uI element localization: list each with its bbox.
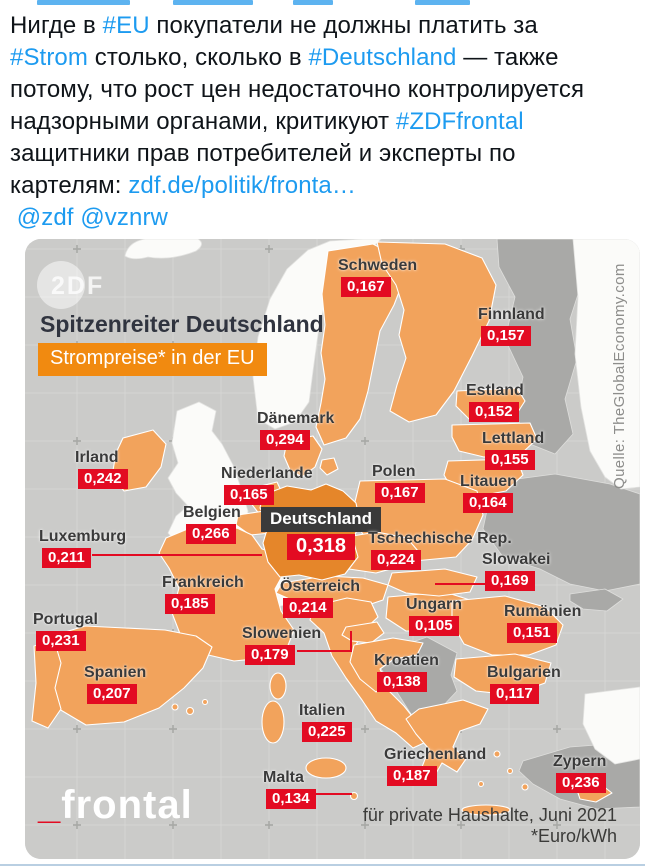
country-label-frankreich: Frankreich 0,185: [162, 574, 244, 614]
tweet-text-segment: надзорными органами, критикуют: [10, 108, 396, 135]
country-label-belgien: Belgien 0,266: [183, 504, 241, 544]
leader-line-slowenien-vertical: [350, 631, 352, 652]
map-source-credit: Quelle: TheGlobalEconomy.com: [611, 263, 628, 489]
balearic-island: [201, 698, 209, 706]
country-shape-slovakia: [387, 568, 478, 597]
tweet-text-segment: — также: [456, 44, 559, 71]
balearic-island: [171, 703, 179, 711]
balearic-island: [185, 706, 195, 716]
island-shape-top-left: [124, 239, 202, 260]
island-shape-sicily: [305, 757, 347, 779]
country-label-schweden: Schweden 0,167: [338, 257, 418, 297]
country-shape-greece: [405, 699, 489, 781]
country-shape-crimea: [569, 588, 624, 612]
clipped-text-line: [0, 0, 645, 7]
country-label-estland: Estland 0,152: [466, 382, 524, 422]
country-label-tschechische-rep: Tschechische Rep. 0,224: [368, 530, 512, 570]
leader-line-slowakei: [435, 583, 485, 585]
hashtag-eu[interactable]: #EU: [102, 12, 150, 39]
white-area-marmara: [582, 686, 640, 765]
tweet-line: #Strom столько, сколько в #Deutschland —…: [10, 42, 633, 74]
country-label-spanien: Spanien 0,207: [84, 664, 147, 704]
country-label-lettland: Lettland 0,155: [482, 430, 545, 470]
zdf-logo-icon: [37, 261, 85, 309]
tweet-line: надзорными органами, критикуют #ZDFfront…: [10, 106, 633, 138]
tweet-text-segment: Нигде в: [10, 12, 103, 39]
footnote-line-2: *Euro/kWh: [530, 826, 617, 846]
mention-vznrw[interactable]: @vznrw: [80, 204, 168, 231]
footnote-line-1: für private Haushalte, Juni 2021: [362, 805, 617, 825]
greek-island: [493, 750, 501, 758]
tweet-line: Нигде в #EU покупатели не должны платить…: [10, 10, 633, 42]
greek-island: [477, 780, 485, 788]
country-label-slowakei: Slowakei 0,169: [482, 551, 551, 591]
country-label-niederlande: Niederlande 0,165: [221, 465, 313, 505]
bottom-divider: [0, 864, 645, 866]
map-footnote: für private Haushalte, Juni 2021 *Euro/k…: [363, 805, 617, 847]
country-label-litauen: Litauen 0,164: [460, 473, 517, 513]
leader-line-luxemburg: [92, 554, 262, 556]
tweet-line: потому, что рост цен недостаточно контро…: [10, 74, 633, 106]
country-label-kroatien: Kroatien 0,138: [374, 652, 439, 692]
country-label-rumaenien: Rumänien 0,151: [504, 603, 582, 643]
leader-line-slowenien: [297, 650, 352, 652]
map-subtitle: Strompreise* in der EU: [38, 343, 267, 376]
country-label-ungarn: Ungarn 0,105: [406, 596, 462, 636]
island-shape-crete: [461, 804, 511, 816]
country-shape-finland: [376, 241, 497, 423]
country-label-slowenien: Slowenien 0,179: [242, 625, 322, 665]
island-shape-corsica: [269, 672, 287, 700]
arctic-white-area: [572, 239, 640, 490]
tweet-text-segment: потому, что рост цен недостаточно контро…: [10, 76, 585, 103]
hashtag-deutschland[interactable]: #Deutschland: [308, 44, 457, 71]
hashtag-zdffrontal[interactable]: #ZDFfrontal: [395, 108, 524, 135]
tweet-text: Нигде в #EU покупатели не должны платить…: [0, 0, 645, 234]
country-label-zypern: Zypern 0,236: [553, 753, 607, 793]
electricity-price-map-image[interactable]: 2DF Spitzenreiter Deutschland Strompreis…: [25, 239, 640, 859]
country-label-griechenland: Griechenland 0,187: [384, 746, 487, 786]
country-label-deutschland: Deutschland 0,318: [261, 507, 382, 560]
country-label-irland: Irland 0,242: [75, 449, 128, 489]
tweet-text-segment: картелям:: [10, 172, 129, 199]
leader-line-malta: [315, 793, 352, 795]
country-shape-ukraine-belarus: [479, 473, 640, 592]
hashtag-strom[interactable]: #Strom: [10, 44, 88, 71]
country-shape-croatia: [349, 637, 424, 693]
greek-island: [521, 783, 529, 791]
frontal-logo-text: frontal: [61, 783, 193, 827]
tweet-line: картелям: zdf.de/politik/fronta…: [10, 170, 633, 202]
country-label-daenemark: Dänemark 0,294: [257, 410, 335, 450]
mention-zdf[interactable]: @zdf: [16, 204, 74, 231]
country-label-finnland: Finnland 0,157: [478, 306, 545, 346]
country-shape-malta: [349, 791, 359, 801]
country-label-bulgarien: Bulgarien 0,117: [487, 664, 561, 704]
tweet-line: защитники прав потребителей и эксперты п…: [10, 138, 633, 170]
frontal-logo: _frontal: [38, 783, 193, 828]
country-label-luxemburg: Luxemburg 0,211: [39, 528, 127, 568]
zdf-logo-watermark: 2DF: [51, 272, 105, 300]
tweet-line: @zdf @vznrw: [10, 202, 633, 234]
country-label-portugal: Portugal 0,231: [33, 611, 98, 651]
country-label-polen: Polen 0,167: [372, 463, 425, 503]
map-title: Spitzenreiter Deutschland: [40, 311, 324, 337]
greek-island: [506, 767, 514, 775]
link-zdf-article[interactable]: zdf.de/politik/fronta…: [128, 172, 356, 199]
island-shape-sardinia: [261, 700, 285, 744]
country-shape-denmark-islands: [319, 457, 339, 476]
country-label-malta: Malta 0,134: [263, 769, 316, 809]
tweet-text-segment: защитники прав потребителей и эксперты п…: [10, 140, 516, 167]
frontal-logo-underscore: _: [38, 783, 62, 827]
tweet-text-segment: покупатели не должны платить за: [149, 12, 538, 39]
tweet-text-segment: столько, сколько в: [87, 44, 309, 71]
country-label-oesterreich: Österreich 0,214: [280, 578, 361, 618]
country-label-italien: Italien 0,225: [299, 702, 352, 742]
